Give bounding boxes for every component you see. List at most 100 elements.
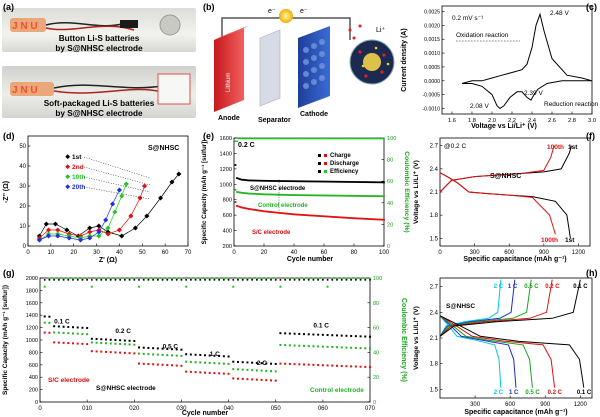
efficiency-point [378,137,381,140]
cycling-point [248,192,250,195]
efficiency-point [365,137,367,140]
eis-point-20th [87,235,93,241]
efficiency-point [321,137,324,140]
rate-efficiency-point [350,279,352,281]
efficiency-point [275,137,277,140]
cv-chart: 1.6 1.8 2.0 2.2 2.4 2.6 2.8 3.0 0.0025 0.0020 0.00… [401,5,599,130]
cycling-legend-marker [324,154,327,157]
cycling-point [344,216,346,219]
rate-point [48,331,51,334]
rate-point [298,344,301,347]
cycling-point [252,208,255,211]
cycling-point [371,195,373,197]
cycling-point [372,218,375,221]
efficiency-point [354,137,357,140]
rate-efficiency-point [227,277,230,280]
cycling-point [239,191,241,194]
cv-y-tick-label: 0.0005 [424,65,440,71]
cycling-point [243,179,246,181]
cycling-point [305,194,307,197]
rate-efficiency-point [289,279,291,281]
cycling-point [354,217,357,220]
rate-efficiency-point [180,277,183,280]
rv-rate-bottom: 2 C [494,390,504,396]
cycling-x-tick-label: 0 [232,250,236,256]
cycling-point [260,179,262,182]
cycling-point [297,194,300,197]
eis-plot-frame [27,135,189,247]
efficiency-point [246,137,249,140]
rate-efficiency-point [246,277,249,280]
rate-point [293,344,296,347]
efficiency-point [267,137,270,140]
cycling-point [236,177,238,180]
rate-y-tick-label: 1800 [26,288,38,294]
rate-point [53,331,56,334]
cycling-point [365,195,367,197]
cycling-point [291,213,294,216]
efficiency-point [279,137,282,140]
cycling-point [258,209,261,212]
efficiency-point [315,137,318,140]
rate-point [336,334,338,337]
cycling-point [296,213,298,216]
panel-c-label: (c) [586,2,597,12]
separator-label: Separator [258,117,291,124]
eis-legend-leader [83,186,151,200]
rate-point [270,362,272,365]
rate-point [43,321,46,324]
cycling-point [383,181,385,184]
rate-point [128,339,131,342]
rate-point [142,352,145,355]
eis-legend-marker [65,154,71,160]
eis-line-1st [39,173,180,237]
efficiency-point [245,137,247,140]
cycling-snhsc-label: S@NHSC electrode [250,186,306,192]
cycling-point [326,215,328,218]
rate-step-label: 2 C [257,360,267,367]
panel-b: (b) e⁻ e⁻ Lithium Li⁺ Anode Separator Ca… [200,0,400,130]
cycling-point [272,211,274,214]
efficiency-point [276,137,279,140]
cd-x-tick-label: 1200 [572,250,586,256]
cycling-x-tick-label: 80 [351,250,358,256]
rate-x-tick-label: 020 [129,406,140,412]
efficiency-point [329,137,331,140]
rate-point [359,365,362,368]
rate-efficiency-point [237,279,239,281]
cycling-point [315,194,318,197]
rate-point [199,361,202,364]
rv-discharge-1 C [439,315,517,388]
cycling-point [359,181,361,183]
cycling-point [237,191,240,194]
rate-y2-tick-label: 100 [373,276,382,282]
cycling-point [239,206,241,208]
soft-pack-caption: Soft-packaged Li-S batteries by S@NHSC e… [2,99,196,118]
cycling-y-tick-label: 1200 [220,167,232,173]
cycling-point [350,194,352,197]
eis-point-20th [110,201,116,207]
cycling-point [288,194,291,196]
rate-point [109,338,112,341]
efficiency-point [323,137,325,140]
cycling-point [248,208,250,210]
efficiency-point [353,137,355,140]
cycling-point [324,180,327,183]
efficiency-point [330,137,333,140]
efficiency-point [348,137,351,140]
cycling-point [294,213,297,216]
rate-point [62,331,65,334]
rate-efficiency-point [142,277,145,280]
rate-efficiency-point [232,285,235,288]
cycling-y-tick-label: 800 [223,198,232,204]
rate-efficiency-point [185,285,188,288]
cycling-point [275,180,277,182]
efficiency-point [368,137,370,140]
efficiency-point [308,137,310,140]
rate-point [119,342,122,345]
cycling-point [305,180,307,183]
cycling-point [356,181,358,183]
rate-efficiency-point [364,279,367,281]
cycling-point [303,180,306,183]
rate-point [62,325,65,328]
